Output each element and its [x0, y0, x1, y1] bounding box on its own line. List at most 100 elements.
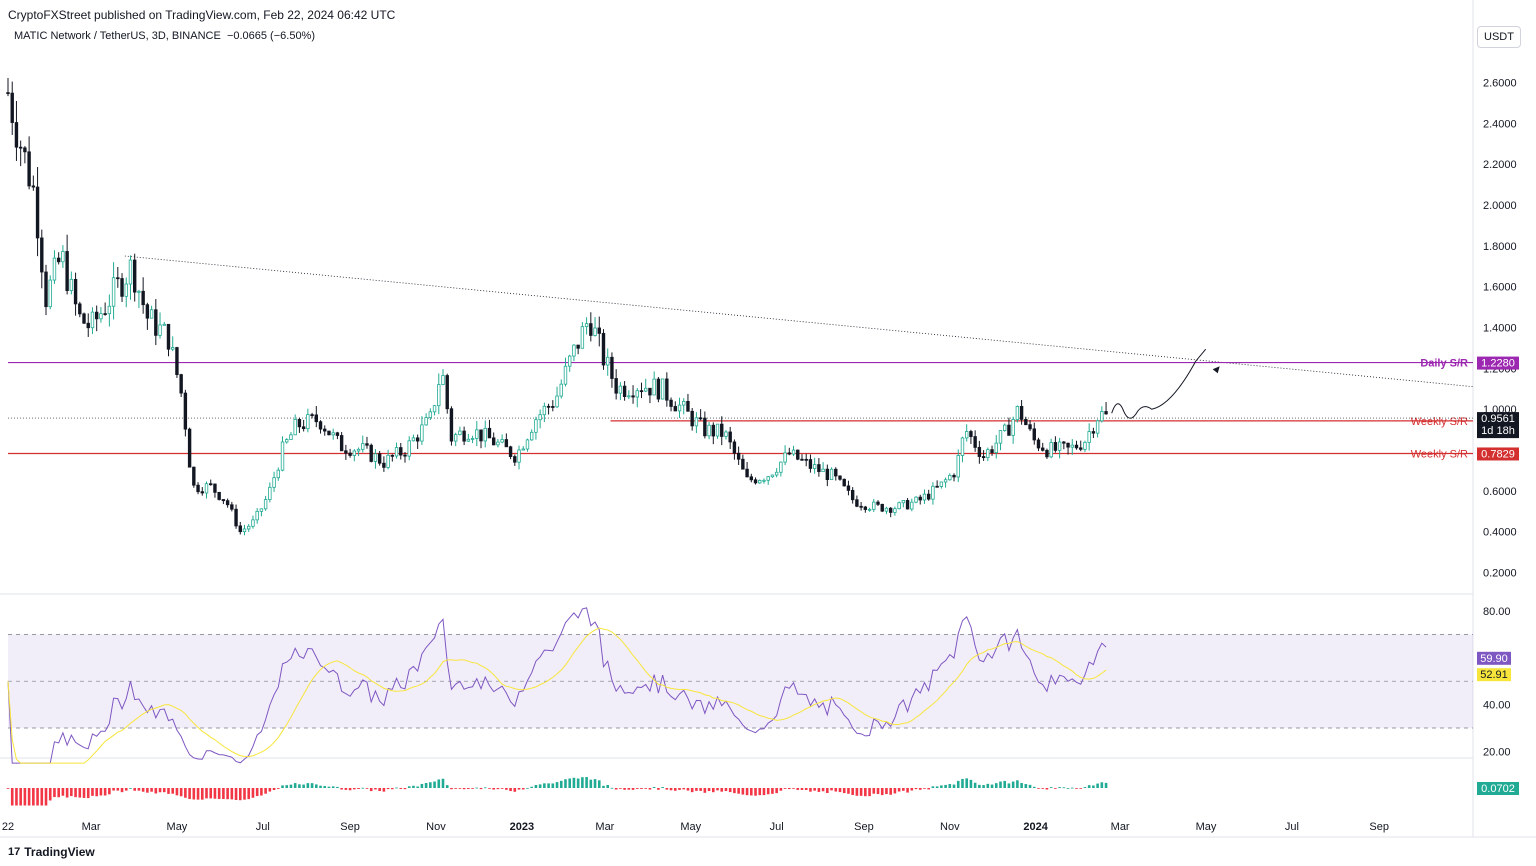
histogram-bar: [99, 788, 103, 796]
candle-body: [635, 390, 639, 398]
sr-level-badge: [1477, 356, 1519, 370]
histogram-bar: [479, 788, 483, 790]
histogram-bar: [82, 788, 86, 798]
histogram-bar: [40, 788, 44, 806]
candle-body: [517, 449, 521, 463]
histogram-bar: [581, 777, 584, 788]
candle-body: [981, 456, 986, 459]
histogram-bar: [559, 780, 563, 788]
histogram-bar: [745, 788, 749, 796]
candle-body: [648, 387, 652, 396]
histogram-bar: [412, 785, 415, 788]
histogram-bar: [602, 785, 605, 788]
histogram-bar: [669, 788, 673, 791]
histogram-bar: [864, 788, 867, 797]
time-tick-label: Sep: [854, 821, 874, 833]
histogram-bar: [382, 788, 386, 792]
candle-body: [420, 424, 424, 442]
candle-body: [1079, 447, 1083, 450]
histogram-bar: [1032, 786, 1036, 788]
histogram-bar: [1079, 788, 1083, 789]
candle-body: [1091, 431, 1096, 434]
histogram-bar: [994, 783, 998, 788]
histogram-bar: [619, 788, 622, 789]
sr-level-name: Daily S/R: [1420, 358, 1468, 370]
symbol-line: MATIC Network / TetherUS, 3D, BINANCE −0…: [14, 30, 315, 42]
histogram-bar: [927, 788, 930, 790]
histogram-bar: [475, 787, 479, 789]
histogram-group: [6, 777, 1108, 806]
histogram-bar: [1070, 787, 1074, 789]
histogram-bar: [551, 783, 555, 788]
candle-body: [107, 305, 112, 315]
histogram-bar: [872, 788, 876, 794]
candle-body: [289, 434, 293, 441]
time-tick-label: Jul: [770, 821, 784, 833]
histogram-value-badge: [1477, 782, 1519, 795]
candle-body: [504, 439, 509, 448]
time-tick-label: May: [680, 821, 701, 833]
histogram-bar: [880, 788, 884, 796]
histogram-bar: [395, 787, 398, 789]
price-tick-label: 1.6000: [1483, 282, 1517, 294]
candle-body: [356, 448, 361, 452]
candle-body: [597, 327, 601, 334]
candle-body: [247, 525, 251, 530]
histogram-bar: [369, 788, 373, 792]
histogram-bar: [813, 788, 816, 791]
price-change: −0.0665 (−6.50%): [226, 30, 316, 42]
histogram-bar: [1016, 780, 1019, 788]
candle-body: [445, 375, 449, 410]
candle-body: [411, 437, 416, 442]
histogram-bar: [804, 788, 808, 791]
candle-body: [529, 431, 534, 441]
time-tick-label: Jul: [1285, 821, 1299, 833]
candle-body: [842, 478, 846, 487]
histogram-bar: [914, 788, 918, 790]
histogram-bar: [635, 788, 639, 789]
candle-body: [221, 499, 226, 502]
candle-body: [86, 322, 90, 329]
candle-body: [403, 454, 407, 457]
sr-level-name: Weekly S/R: [1411, 416, 1468, 428]
candle-body: [399, 447, 403, 456]
histogram-bar: [188, 788, 191, 799]
histogram-bar: [154, 788, 158, 794]
histogram-bar: [623, 788, 626, 790]
candle-body: [698, 417, 703, 420]
candle-body: [124, 283, 128, 297]
candle-body: [821, 468, 825, 473]
candle-body: [48, 279, 52, 308]
currency-button[interactable]: USDT: [1477, 26, 1521, 48]
histogram-bar: [150, 788, 153, 792]
histogram-bar: [978, 784, 981, 788]
histogram-bar: [513, 788, 517, 792]
candle-body: [415, 437, 420, 442]
histogram-bar: [386, 788, 390, 790]
histogram-bar: [234, 788, 238, 800]
candle-body: [720, 423, 724, 437]
candle-body: [1003, 424, 1007, 431]
histogram-bar: [36, 788, 39, 806]
histogram-bar: [762, 788, 766, 796]
histogram-bar: [716, 788, 719, 791]
histogram-bar: [910, 788, 914, 791]
candle-body: [369, 444, 373, 462]
rsi-ma-line: [7, 627, 1107, 764]
histogram-bar: [876, 788, 880, 795]
histogram-bar: [597, 780, 601, 788]
histogram-value: 0.0702: [1481, 783, 1515, 795]
candle-body: [27, 151, 31, 187]
candle-body: [618, 385, 623, 394]
countdown-label: 1d 18h: [1481, 425, 1515, 437]
candle-body: [23, 147, 27, 153]
candle-body: [407, 440, 411, 457]
trendline: [124, 255, 1474, 388]
candle-body: [627, 395, 631, 398]
histogram-bar: [420, 783, 424, 788]
candle-body: [335, 432, 340, 436]
candle-body: [10, 92, 14, 123]
histogram-bar: [112, 788, 115, 791]
histogram-bar: [505, 788, 508, 790]
